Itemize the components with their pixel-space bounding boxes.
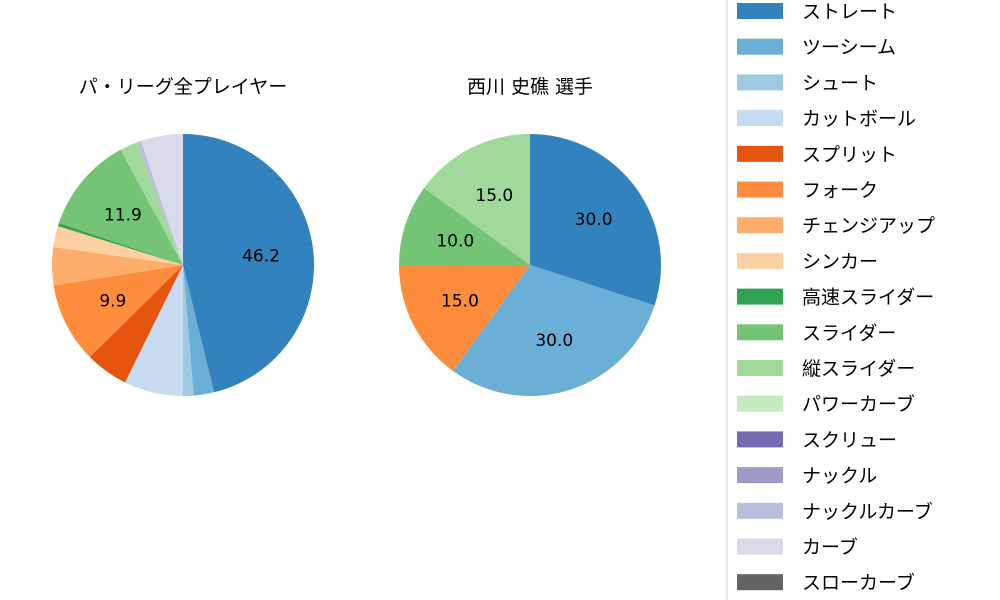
legend-label: ナックルカーブ <box>802 500 933 523</box>
pie-slice <box>120 142 183 265</box>
pie-slice <box>183 265 194 396</box>
legend-swatch <box>737 3 783 19</box>
legend-label: スクリュー <box>802 429 897 451</box>
pie-slice <box>53 265 184 358</box>
pie-slice <box>53 226 183 265</box>
pie-slice <box>399 188 530 265</box>
legend-frame <box>726 0 1000 600</box>
legend-label: 高速スライダー <box>802 287 934 309</box>
legend-label: ツーシーム <box>802 37 896 59</box>
legend-label: フォーク <box>802 180 878 202</box>
pie-chart-1: パ・リーグ全プレイヤー 46.2 9.9 11.9 <box>51 76 315 396</box>
pie-slice <box>424 134 530 265</box>
legend-label: ナックル <box>802 465 877 487</box>
legend-swatch <box>737 431 783 448</box>
legend-swatch <box>737 181 783 198</box>
pie-slice <box>183 265 214 396</box>
slice-label: 30.0 <box>535 331 573 351</box>
legend-label: パワーカーブ <box>802 393 915 416</box>
pie-title: パ・リーグ全プレイヤー <box>79 76 287 98</box>
pie-slice <box>124 265 183 396</box>
legend-label: シュート <box>802 72 878 94</box>
legend-label: スローカーブ <box>802 571 915 594</box>
legend-swatch <box>737 395 783 412</box>
legend-swatch <box>737 360 783 376</box>
legend-swatch <box>737 38 783 55</box>
pie-slice <box>140 134 183 265</box>
slice-label: 46.2 <box>242 247 280 267</box>
slice-label: 30.0 <box>575 210 613 230</box>
pie-slice <box>51 246 183 286</box>
pie-title: 西川 史礁 選手 <box>467 76 593 98</box>
legend: ストレートツーシームシュートカットボールスプリットフォークチェンジアップシンカー… <box>726 0 1000 600</box>
pie-chart-2: 西川 史礁 選手 30.0 30.0 15.0 10.0 15.0 <box>399 76 661 396</box>
legend-swatch <box>737 502 783 519</box>
legend-swatch <box>737 217 783 234</box>
legend-swatch <box>737 74 783 91</box>
legend-swatch <box>737 110 783 127</box>
legend-swatch <box>737 324 783 341</box>
legend-label: カットボール <box>802 108 916 130</box>
pie-slice <box>89 265 183 383</box>
legend-swatch <box>737 538 783 555</box>
pie-slice <box>58 149 183 265</box>
legend-swatch <box>737 574 783 591</box>
slice-label: 10.0 <box>436 232 474 252</box>
pie-slice <box>137 140 183 265</box>
pie-slice <box>530 134 661 306</box>
legend-label: ストレート <box>802 1 897 23</box>
legend-label: シンカー <box>802 251 878 273</box>
slice-label: 15.0 <box>475 186 513 206</box>
legend-label: スプリット <box>802 144 897 166</box>
legend-swatch <box>737 252 783 269</box>
legend-swatch <box>737 145 783 162</box>
slice-label: 9.9 <box>99 291 126 311</box>
pie-slice <box>57 222 183 265</box>
pie-slice <box>453 265 655 396</box>
legend-label: 縦スライダー <box>802 358 915 380</box>
legend-label: チェンジアップ <box>802 215 935 237</box>
legend-label: カーブ <box>802 536 858 559</box>
legend-swatch <box>737 288 783 305</box>
pie-slice <box>183 134 315 393</box>
slice-label: 11.9 <box>104 205 142 225</box>
slice-label: 15.0 <box>441 292 479 312</box>
legend-swatch <box>737 467 783 484</box>
pie-slice <box>399 265 530 371</box>
legend-label: スライダー <box>802 322 896 344</box>
